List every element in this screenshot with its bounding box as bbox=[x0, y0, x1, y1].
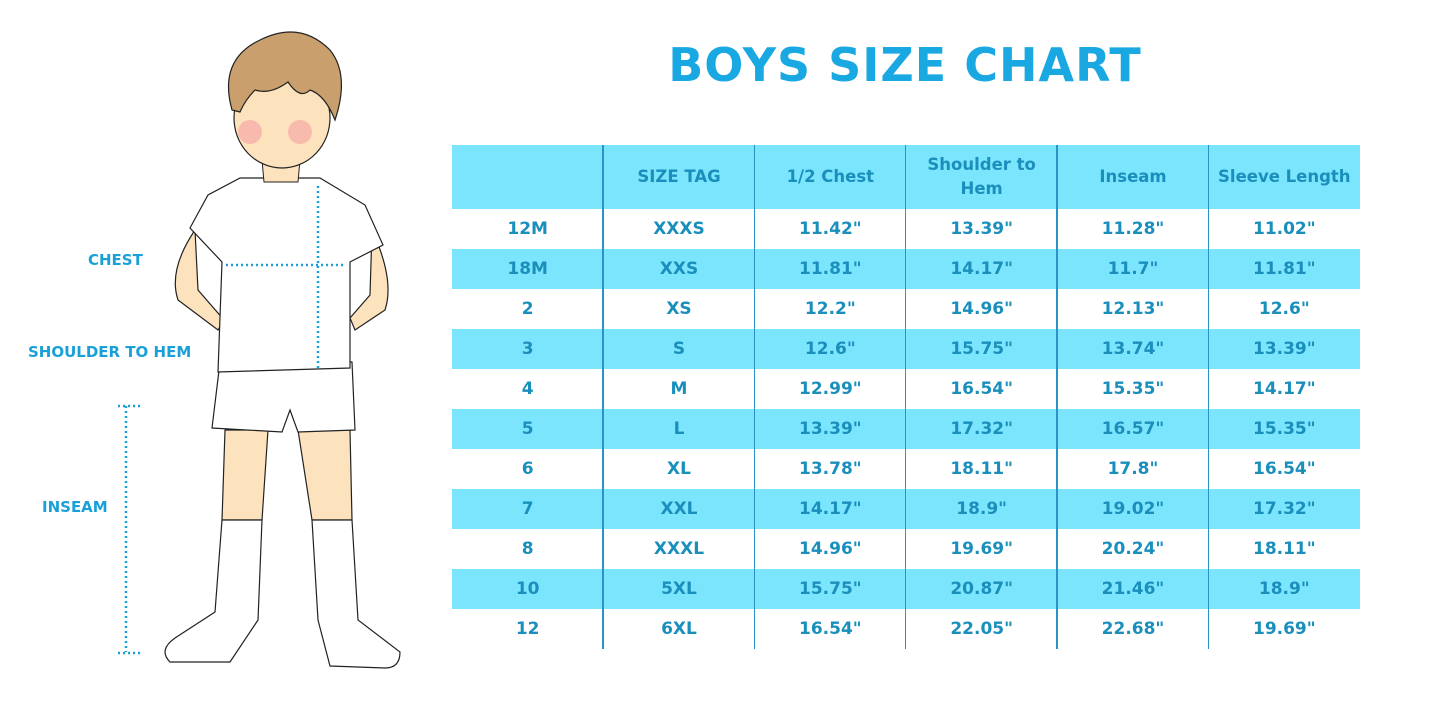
table-cell: XXL bbox=[660, 499, 698, 519]
table-cell: 2 bbox=[521, 299, 534, 319]
table-cell: 18M bbox=[507, 259, 548, 279]
table-cell: 7 bbox=[521, 499, 534, 519]
chest-label: CHEST bbox=[88, 251, 143, 269]
chart-title: BOYS SIZE CHART bbox=[668, 38, 1142, 92]
table-cell: 15.75" bbox=[950, 339, 1013, 359]
inseam-label: INSEAM bbox=[42, 498, 108, 516]
shoulder-to-hem-label: SHOULDER TO HEM bbox=[28, 343, 192, 361]
table-cell: XXXS bbox=[653, 219, 705, 239]
table-cell: 21.46" bbox=[1101, 579, 1165, 599]
table-row: 6 XL 13.78" 18.11" 17.8" 16.54" bbox=[452, 449, 1360, 489]
table-cell: 6XL bbox=[661, 619, 697, 639]
table-cell: 12 bbox=[515, 619, 540, 639]
table-row: 4 M 12.99" 16.54" 15.35" 14.17" bbox=[452, 369, 1360, 409]
table-cell: 14.96" bbox=[950, 299, 1013, 319]
column-divider bbox=[602, 145, 604, 649]
table-cell: XXS bbox=[659, 259, 699, 279]
table-cell: 8 bbox=[521, 539, 534, 559]
table-cell: 18.11" bbox=[950, 459, 1013, 479]
column-header: Shoulder to Hem bbox=[927, 155, 1036, 198]
table-cell: 17.32" bbox=[1252, 499, 1316, 519]
table-cell: 12.2" bbox=[804, 299, 856, 319]
table-row: 12 6XL 16.54" 22.05" 22.68" 19.69" bbox=[452, 609, 1360, 649]
column-header: SIZE TAG bbox=[637, 167, 721, 186]
table-cell: 12.99" bbox=[799, 379, 862, 399]
table-cell: 20.24" bbox=[1101, 539, 1165, 559]
table-row: 8 XXXL 14.96" 19.69" 20.24" 18.11" bbox=[452, 529, 1360, 569]
column-header: Inseam bbox=[1099, 167, 1167, 186]
table-cell: 13.39" bbox=[799, 419, 862, 439]
table-cell: 10 bbox=[515, 579, 540, 599]
table-cell: 4 bbox=[521, 379, 534, 399]
table-cell: XXXL bbox=[653, 539, 705, 559]
table-cell: 22.05" bbox=[950, 619, 1013, 639]
table-cell: 19.02" bbox=[1101, 499, 1165, 519]
table-cell: 12.13" bbox=[1101, 299, 1165, 319]
boy-illustration bbox=[118, 31, 401, 669]
table-cell: 11.81" bbox=[1252, 259, 1316, 279]
table-cell: 19.69" bbox=[1252, 619, 1316, 639]
table-cell: 17.8" bbox=[1107, 459, 1159, 479]
table-cell: 11.81" bbox=[799, 259, 862, 279]
table-cell: 3 bbox=[521, 339, 534, 359]
table-cell: S bbox=[672, 339, 686, 359]
table-cell: 15.75" bbox=[799, 579, 862, 599]
table-cell: 11.42" bbox=[799, 219, 862, 239]
table-cell: 18.9" bbox=[956, 499, 1008, 519]
table-cell: 14.17" bbox=[799, 499, 862, 519]
table-cell: M bbox=[670, 379, 688, 399]
table-cell: XL bbox=[667, 459, 691, 479]
column-header: 1/2 Chest bbox=[786, 167, 875, 186]
column-divider bbox=[1056, 145, 1058, 649]
table-cell: 13.39" bbox=[1252, 339, 1316, 359]
table-cell: 17.32" bbox=[950, 419, 1013, 439]
table-cell: 14.17" bbox=[950, 259, 1013, 279]
table-cell: 14.17" bbox=[1252, 379, 1316, 399]
table-cell: 14.96" bbox=[799, 539, 862, 559]
table-cell: 13.78" bbox=[799, 459, 862, 479]
size-table: SIZE TAG 1/2 Chest Shoulder to Hem Inseam Sl… bbox=[452, 145, 1360, 649]
table-row: 2 XS 12.2" 14.96" 12.13" 12.6" bbox=[452, 289, 1360, 329]
table-cell: 18.11" bbox=[1252, 539, 1316, 559]
table-cell: 20.87" bbox=[950, 579, 1013, 599]
table-cell: 11.7" bbox=[1107, 259, 1159, 279]
table-cell: 16.54" bbox=[1252, 459, 1316, 479]
table-cell: 16.54" bbox=[799, 619, 862, 639]
table-cell: 15.35" bbox=[1252, 419, 1316, 439]
table-cell: 12.6" bbox=[1258, 299, 1310, 319]
table-cell: 13.39" bbox=[950, 219, 1013, 239]
table-cell: 13.74" bbox=[1101, 339, 1165, 359]
table-cell: 15.35" bbox=[1101, 379, 1165, 399]
table-cell: 18.9" bbox=[1258, 579, 1310, 599]
table-cell: 5 bbox=[521, 419, 534, 439]
column-divider bbox=[904, 145, 907, 649]
table-cell: 16.54" bbox=[950, 379, 1013, 399]
table-cell: 5XL bbox=[661, 579, 697, 599]
table-cell: 6 bbox=[521, 459, 534, 479]
table-cell: XS bbox=[666, 299, 692, 319]
table-cell: 12.6" bbox=[804, 339, 856, 359]
column-header: Sleeve Length bbox=[1218, 167, 1351, 186]
table-cell: 19.69" bbox=[950, 539, 1013, 559]
column-divider bbox=[753, 145, 756, 649]
table-cell: 12M bbox=[507, 219, 548, 239]
table-row: 12M XXXS 11.42" 13.39" 11.28" 11.02" bbox=[452, 209, 1360, 249]
table-cell: L bbox=[673, 419, 685, 439]
table-cell: 11.28" bbox=[1101, 219, 1165, 239]
column-divider bbox=[1207, 145, 1210, 649]
table-cell: 22.68" bbox=[1101, 619, 1165, 639]
table-cell: 16.57" bbox=[1101, 419, 1165, 439]
table-cell: 11.02" bbox=[1252, 219, 1316, 239]
